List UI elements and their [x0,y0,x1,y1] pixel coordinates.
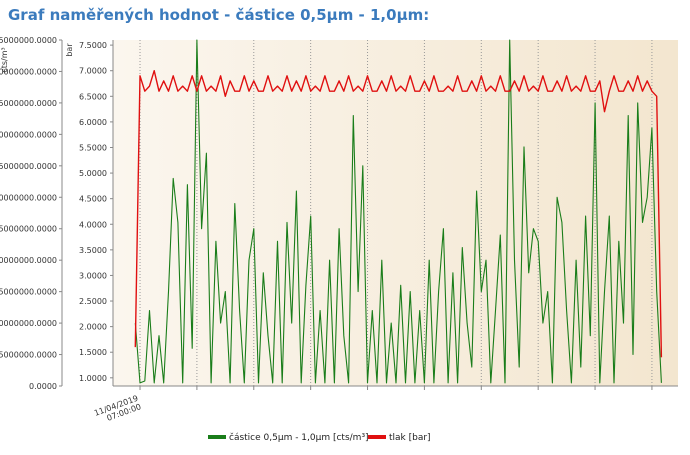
y-tick-label: 25000000.0000 [0,225,57,234]
y2-tick-label: 1.0000 [79,374,107,383]
y2-tick-label: 2.0000 [79,323,107,332]
legend-label: tlak [bar] [389,433,431,443]
y2-tick-label: 4.5000 [79,195,107,204]
y2-tick-label: 4.0000 [79,220,107,229]
y2-tick-label: 7.0000 [79,67,107,76]
y-tick-label: 15000000.0000 [0,288,57,297]
y2-tick-label: 6.5000 [79,92,107,101]
y2-tick-label: 5.5000 [79,143,107,152]
y-tick-label: 40000000.0000 [0,130,57,139]
y2-tick-label: 3.0000 [79,271,107,280]
y-tick-label: 55000000.0000 [0,36,57,45]
y-tick-label: 35000000.0000 [0,162,57,171]
y2-tick-label: 7.5000 [79,41,107,50]
x-tick-label: 11/04/201907:00:00 [93,394,142,427]
y2-tick-label: 6.0000 [79,118,107,127]
y2-tick-label: 3.5000 [79,246,107,255]
legend-label: částice 0,5µm - 1,0µm [cts/m³] [229,432,369,443]
y2-tick-label: 5.0000 [79,169,107,178]
y-tick-label: 0.0000 [29,382,57,391]
y-tick-label: 30000000.0000 [0,193,57,202]
y2-axis-label: bar [65,43,74,57]
y2-tick-label: 2.5000 [79,297,107,306]
data-line [134,70,663,358]
chart-title: Graf naměřených hodnot - částice 0,5µm -… [8,6,429,24]
data-line [134,39,662,384]
y-axis-label: cts/m³ [0,47,9,72]
y-tick-label: 5000000.0000 [0,351,57,360]
y-tick-label: 10000000.0000 [0,319,57,328]
y2-tick-label: 1.5000 [79,348,107,357]
y-tick-label: 45000000.0000 [0,99,57,108]
y-tick-label: 20000000.0000 [0,256,57,265]
y-tick-label: 50000000.0000 [0,67,57,76]
